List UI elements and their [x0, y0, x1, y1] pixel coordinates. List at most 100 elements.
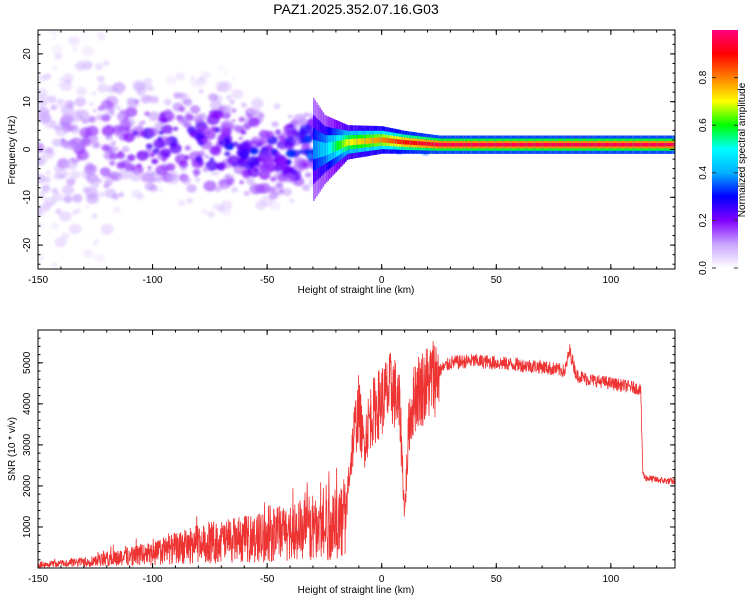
spectrogram-cell [218, 140, 224, 145]
spectrogram-ridge-cell [545, 143, 548, 147]
spectrogram-ridge-cell [656, 143, 658, 147]
spectrogram-cell [76, 86, 87, 96]
spectrogram-ridge-cell [476, 143, 479, 147]
spectrogram-cell [153, 138, 166, 149]
spectrogram-ridge-cell [659, 143, 661, 147]
spectrogram-cell [221, 127, 232, 137]
spectrogram-ridge-cell [417, 141, 419, 146]
snr-xtick-label: -50 [260, 574, 275, 585]
spectrogram-ridge-cell [500, 143, 503, 147]
spectrogram-cell [75, 208, 82, 214]
spectrogram-cell [271, 121, 279, 128]
spectrogram-ridge-cell [569, 143, 572, 147]
spectrogram-ridge-cell [576, 143, 578, 147]
spectrogram-ridge-cell [574, 143, 576, 147]
spectrogram-cell [224, 151, 231, 157]
spectrogram-ridge-cell [404, 140, 406, 145]
colorbar-tick-label: 0.2 [698, 213, 709, 227]
spectrogram-cell [60, 138, 65, 142]
spectrogram-ridge-cell [637, 143, 639, 147]
spectrogram-ridge-cell [609, 143, 612, 147]
spectrogram-ridge-cell [470, 143, 472, 147]
spectrogram-cell [46, 170, 51, 175]
spectrogram-ridge-cell [604, 143, 607, 147]
spectrogram-xtick-label: -150 [28, 275, 48, 286]
spectrogram-ridge-cell [499, 143, 501, 147]
spectrogram-ridge-cell [354, 138, 357, 145]
spectrogram-ridge-cell [638, 143, 641, 147]
spectrogram-cell [229, 99, 235, 105]
spectrogram-ridge-cell [338, 140, 341, 150]
spectrogram-cell [52, 36, 57, 40]
spectrogram-cell [270, 176, 277, 182]
spectrogram-ridge-cell [495, 143, 498, 147]
spectrogram-ridge-cell [436, 142, 439, 147]
spectrogram-cell [273, 151, 281, 158]
spectrogram-cell [150, 153, 156, 158]
spectrogram-xlabel: Height of straight line (km) [298, 285, 415, 296]
spectrogram-ridge-cell [345, 139, 347, 147]
spectrogram-cell [215, 171, 220, 175]
spectrogram-ridge-cell [584, 143, 586, 147]
snr-xlabel: Height of straight line (km) [298, 585, 415, 596]
spectrogram-cell [222, 208, 232, 217]
spectrogram-ridge-cell [399, 139, 402, 145]
spectrogram-ridge-cell [590, 143, 592, 147]
spectrogram-ridge-cell [410, 140, 413, 145]
snr-panel: -150 -100 -50 0 50 100 1000 2000 3000 4000 5000 He… [7, 329, 676, 596]
spectrogram-ridge-cell [420, 141, 422, 146]
spectrogram-cell [98, 34, 107, 41]
spectrogram-xtick-label: -100 [143, 275, 163, 286]
spectrogram-cell [239, 150, 250, 159]
spectrogram-cell [86, 173, 99, 184]
spectrogram-ridge-cell [422, 141, 424, 146]
spectrogram-ridge-cell [463, 143, 466, 147]
spectrogram-cell [121, 146, 130, 153]
spectrogram-ridge-cell [532, 143, 535, 147]
spectrogram-cell [204, 155, 209, 159]
spectrogram-cell [155, 176, 163, 183]
spectrogram-ridge-cell [672, 143, 674, 147]
spectrogram-cell [173, 92, 181, 99]
spectrogram-cell [226, 95, 232, 101]
spectrogram-ridge-cell [628, 143, 631, 147]
spectrogram-cell [301, 184, 311, 192]
spectrogram-cell [165, 112, 170, 117]
spectrogram-cell [190, 133, 196, 138]
spectrogram-ridge-cell [423, 141, 426, 146]
spectrogram-ridge-cell [457, 143, 459, 147]
spectrogram-ridge-cell [630, 143, 633, 147]
spectrogram-cell [255, 200, 267, 210]
spectrogram-cell [92, 241, 98, 246]
spectrogram-ridge-cell [595, 143, 597, 147]
spectrogram-ridge-cell [649, 143, 652, 147]
spectrogram-ridge-cell [521, 143, 524, 147]
spectrogram-cell [52, 66, 58, 71]
spectrogram-cell [112, 82, 126, 94]
spectrogram-cell [136, 87, 147, 97]
spectrogram-ridge-cell [524, 143, 527, 147]
spectrogram-ridge-cell [406, 140, 408, 145]
spectrogram-cell [38, 106, 46, 114]
spectrogram-cell [92, 109, 97, 113]
spectrogram-ridge-cell [601, 143, 604, 147]
spectrogram-ridge-cell [335, 141, 337, 151]
spectrogram-cell [236, 157, 248, 168]
spectrogram-ridge-cell [454, 143, 456, 147]
spectrogram-ridge-cell [537, 143, 540, 147]
spectrogram-ridge-cell [611, 143, 613, 147]
spectrogram-cell [105, 135, 111, 140]
spectrogram-cell [190, 76, 195, 80]
spectrogram-ridge-cell [606, 143, 609, 147]
spectrogram-ridge-cell [369, 138, 371, 144]
spectrogram-cell [220, 200, 233, 211]
snr-frame [37, 329, 676, 569]
spectrogram-cell [292, 137, 302, 146]
spectrogram-ridge-cell [433, 142, 435, 147]
spectrogram-cell [169, 143, 182, 154]
spectrogram-cell [178, 117, 188, 126]
spectrogram-ridge-cell [324, 143, 326, 156]
spectrogram-cell [216, 162, 225, 170]
spectrogram-cell [298, 149, 304, 154]
spectrogram-cell [74, 61, 86, 71]
